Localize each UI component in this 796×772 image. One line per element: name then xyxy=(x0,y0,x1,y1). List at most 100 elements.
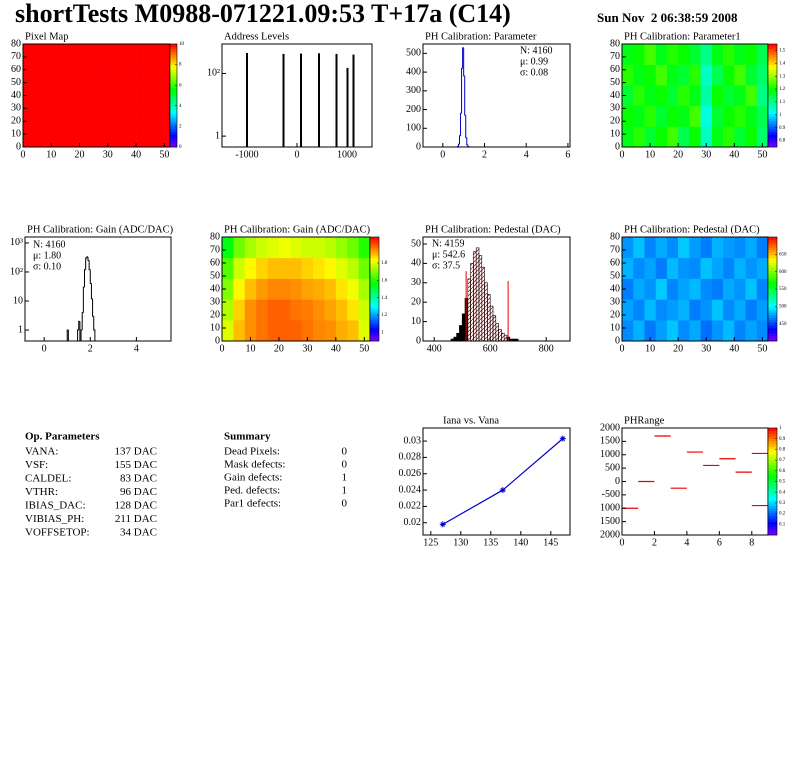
colorbar-step xyxy=(370,315,379,318)
colorbar-step xyxy=(768,452,777,456)
y-tick-label: 80 xyxy=(610,231,620,242)
heatmap-cell xyxy=(745,105,758,127)
heatmap-cell xyxy=(79,105,92,127)
panel-title: PH Calibration: Parameter1 xyxy=(624,31,741,42)
heatmap-cell xyxy=(124,126,137,148)
heatmap-cell xyxy=(700,320,713,342)
colorbar-step xyxy=(170,108,177,112)
heatmap-cell xyxy=(56,126,69,148)
heatmap-cell xyxy=(644,278,656,300)
colorbar-step xyxy=(768,457,777,461)
colorbar-step xyxy=(370,294,379,298)
histogram-bin xyxy=(458,135,461,145)
histogram-bar xyxy=(473,251,477,342)
colorbar-step xyxy=(370,278,379,282)
colorbar-step xyxy=(768,532,777,536)
y-tick-label: 70 xyxy=(610,244,620,255)
heatmap-cell xyxy=(233,320,246,342)
heatmap-cell xyxy=(222,278,234,300)
heatmap-cell xyxy=(136,64,148,86)
colorbar-step xyxy=(170,110,177,114)
heatmap-cell xyxy=(756,278,769,300)
y-tick-label: 400 xyxy=(406,66,421,77)
heatmap-cell xyxy=(633,126,645,148)
y-tick-label: 60 xyxy=(610,64,620,75)
heatmap-cell xyxy=(136,126,148,148)
colorbar-step xyxy=(768,521,777,525)
heatmap-cell xyxy=(711,257,724,279)
panel-title: PHRange xyxy=(624,415,665,426)
heatmap-cell xyxy=(290,278,302,300)
op-parameters-title: Op. Parameters xyxy=(25,431,100,443)
z-tick-label: 0.9 xyxy=(779,437,786,442)
heatmap-cell xyxy=(313,320,325,342)
heatmap-cell xyxy=(45,105,58,127)
heatmap-cell xyxy=(233,237,246,259)
parameter-value: 34 DAC xyxy=(120,527,157,539)
histogram-bar xyxy=(503,334,508,342)
colorbar-step xyxy=(768,72,777,76)
heatmap-cell xyxy=(745,85,758,107)
colorbar-step xyxy=(768,46,777,50)
y-tick-label: 10³ xyxy=(10,237,23,248)
colorbar-step xyxy=(370,281,379,285)
y-tick-label: 0.024 xyxy=(399,484,422,495)
colorbar-step xyxy=(768,444,777,448)
colorbar-step xyxy=(768,486,777,490)
heatmap-cell xyxy=(124,105,137,127)
x-tick-label: 0 xyxy=(220,343,225,354)
heatmap-cell xyxy=(633,320,645,342)
histogram-bar xyxy=(453,336,457,342)
heatmap-cell xyxy=(90,105,103,127)
heatmap-cell xyxy=(633,105,645,127)
x-tick-label: 4 xyxy=(684,537,689,548)
heatmap-cell xyxy=(290,257,302,279)
colorbar-step xyxy=(768,126,777,130)
heatmap-cell xyxy=(90,64,103,86)
z-tick-label: 1.5 xyxy=(779,49,786,54)
colorbar-step xyxy=(768,518,777,522)
heatmap-cell xyxy=(244,320,257,342)
colorbar-step xyxy=(370,289,379,292)
heatmap-cell xyxy=(678,299,690,321)
colorbar-step xyxy=(768,141,777,145)
colorbar-step xyxy=(768,283,777,287)
heatmap-cell xyxy=(347,278,359,300)
panel-title: PH Calibration: Pedestal (DAC) xyxy=(425,224,561,235)
colorbar-step xyxy=(370,268,379,272)
z-tick-label: 8 xyxy=(179,63,182,68)
x-tick-label: 4 xyxy=(134,343,139,354)
heatmap-cell xyxy=(666,257,679,279)
heatmap-cell xyxy=(655,320,668,342)
heatmap-cell xyxy=(335,278,348,300)
heatmap-cell xyxy=(666,320,679,342)
x-tick-label: 0 xyxy=(620,343,625,354)
heatmap-cell xyxy=(56,64,69,86)
histogram-bin xyxy=(80,329,83,341)
heatmap-cell xyxy=(324,278,337,300)
heatmap-cell xyxy=(158,44,171,65)
colorbar-step xyxy=(170,123,177,127)
heatmap-cell xyxy=(622,126,634,148)
y-tick-label: 0.022 xyxy=(399,501,422,512)
z-tick-label: 0.2 xyxy=(779,512,786,517)
summary-label: Gain defects: xyxy=(224,472,282,484)
colorbar-step xyxy=(768,268,777,272)
colorbar-step xyxy=(768,489,777,493)
y-tick-label: 30 xyxy=(610,103,620,114)
heatmap-cell xyxy=(655,64,668,86)
colorbar-step xyxy=(768,505,777,509)
z-tick-label: 0.7 xyxy=(779,458,786,463)
heatmap-cell xyxy=(666,85,679,107)
colorbar-step xyxy=(768,320,777,324)
colorbar-step xyxy=(768,136,777,140)
heatmap-cell xyxy=(756,257,769,279)
x-tick-label: 50 xyxy=(757,343,767,354)
heatmap-cell xyxy=(34,85,46,107)
heatmap-cell xyxy=(358,299,371,321)
heatmap-cell xyxy=(745,44,758,65)
heatmap-cell xyxy=(256,257,268,279)
histogram-bar xyxy=(489,305,494,342)
histogram-bar xyxy=(492,315,497,342)
